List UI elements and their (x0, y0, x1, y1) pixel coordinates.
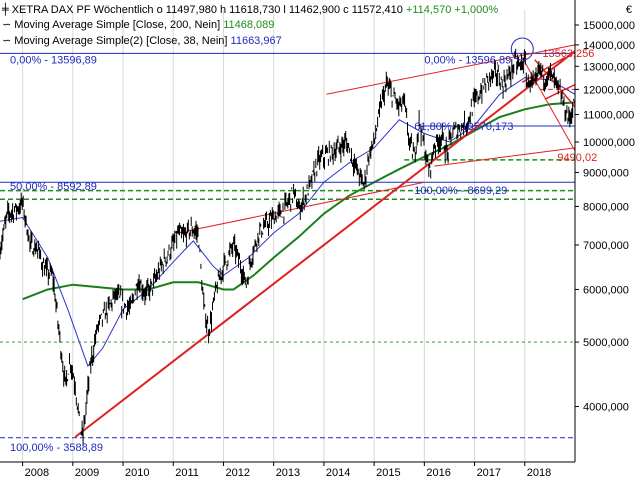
level-label: 100,00% - 8699,29 (414, 185, 507, 197)
price-series (0, 48, 576, 446)
legend-ma1-value: 11468,089 (223, 19, 275, 31)
trend-lines (74, 44, 576, 438)
y-tick-label: 9000,000 (583, 167, 629, 179)
x-tick-label: 2016 (426, 467, 450, 479)
legend-ma2-value: 11663,967 (230, 35, 282, 47)
legend-ma1-label: Moving Average Simple [Close, 200, Nein] (14, 19, 221, 31)
trend-line (544, 83, 576, 100)
level-label: 13563,256 (542, 48, 594, 60)
line-icon: ∽ (2, 18, 12, 31)
y-tick-label: 10000,000 (583, 137, 635, 149)
y-tick-label: 6000,000 (583, 284, 629, 296)
level-label: 0,00% - 13596,89 (10, 54, 97, 66)
y-tick-label: 11000,000 (583, 110, 634, 122)
annotations: 0,00% - 13596,89 0,00% - 13596,89 13563,25… (10, 37, 597, 454)
level-label: 9490,02 (557, 152, 597, 164)
x-tick-label: 2017 (477, 467, 501, 479)
currency-symbol: € (625, 4, 632, 16)
legend-main: ╪ XETRA DAX PF Wöchentlich o 11497,980 h… (2, 2, 498, 18)
trend-line (326, 44, 576, 95)
x-tick-label: 2009 (75, 467, 99, 479)
x-tick-label: 2010 (125, 467, 149, 479)
peak-circle-marker (510, 37, 534, 61)
price-bars (0, 48, 576, 446)
y-tick-label: 12000,000 (583, 84, 635, 96)
x-tick-label: 2018 (527, 467, 551, 479)
legend-change-pct: +1,000% (454, 4, 499, 16)
ohlc-icon: ╪ (2, 3, 9, 16)
y-tick-label: 13000,000 (583, 61, 635, 73)
x-tick-label: 2014 (326, 467, 350, 479)
y-tick-label: 4000,000 (583, 401, 629, 413)
trend-line (434, 147, 576, 167)
trend-line (519, 53, 576, 152)
trend-line (74, 50, 576, 438)
x-tick-label: 2015 (376, 467, 400, 479)
x-tick-label: 2011 (175, 467, 199, 479)
x-tick-label: 2013 (276, 467, 300, 479)
y-tick-label: 8000,000 (583, 201, 629, 213)
y-tick-label: 14000,000 (583, 40, 635, 52)
y-tick-label: 15000,000 (583, 20, 635, 32)
y-tick-label: 7000,000 (583, 240, 629, 252)
gridlines (22, 10, 526, 462)
legend-ma2-label: Moving Average Simple(2) [Close, 38, Nei… (14, 35, 228, 47)
legend-ma1: ∽ Moving Average Simple [Close, 200, Nei… (2, 17, 274, 33)
legend-interval: Wöchentlich (93, 4, 154, 16)
legend-main-name: XETRA DAX PF (11, 4, 91, 16)
level-label: 50,00% - 8592,89 (10, 181, 97, 193)
legend-ma2: ∽ Moving Average Simple(2) [Close, 38, N… (2, 33, 282, 49)
x-tick-label: 2008 (25, 467, 49, 479)
x-tick-label: 2012 (225, 467, 249, 479)
line-icon: ∽ (2, 34, 12, 47)
legend-change: +114,570 (405, 4, 452, 16)
level-label: 100,00% - 3588,89 (10, 442, 103, 454)
legend-ohlc: o 11497,980 h 11618,730 l 11462,900 c 11… (156, 4, 403, 16)
y-tick-label: 5000,000 (583, 337, 629, 349)
level-label: 61,80% - 10570,173 (414, 121, 513, 133)
level-label: 0,00% - 13596,89 (424, 54, 511, 66)
